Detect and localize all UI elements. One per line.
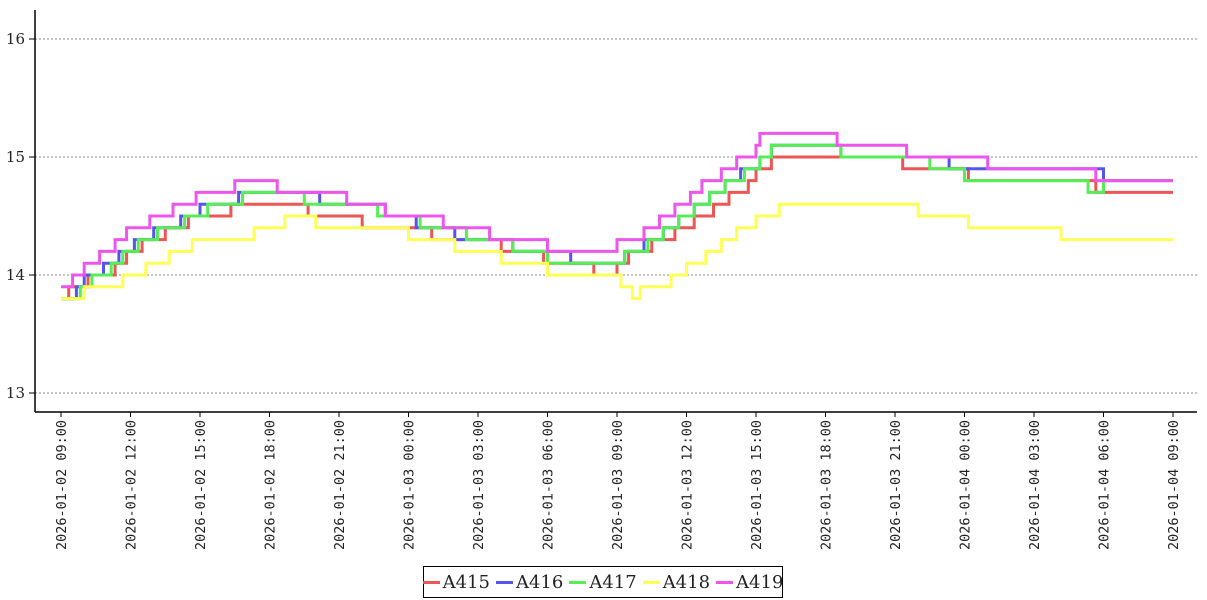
series-line-a419 <box>61 131 1173 289</box>
legend-label: A419 <box>736 571 784 593</box>
x-tick-label: 2026-01-04 09:00 <box>1166 420 1182 550</box>
legend-item-a416: A416 <box>495 571 564 593</box>
chart-legend: A415 A416 A417 A418 A419 <box>422 566 783 598</box>
legend-swatch <box>569 580 587 584</box>
x-tick-label: 2026-01-03 12:00 <box>680 420 696 550</box>
x-tick-label: 2026-01-02 18:00 <box>263 420 279 550</box>
y-tick-label: 13 <box>6 384 25 402</box>
series-line-a415 <box>61 155 1173 301</box>
legend-swatch <box>716 580 734 584</box>
chart-axes <box>34 10 1197 413</box>
x-tick-label: 2026-01-02 15:00 <box>193 420 209 550</box>
legend-item-a415: A415 <box>422 571 490 593</box>
x-tick-label: 2026-01-03 06:00 <box>541 420 557 550</box>
series-line-a418 <box>61 202 1173 301</box>
legend-label: A417 <box>589 571 637 593</box>
legend-label: A416 <box>515 571 564 593</box>
x-tick-label: 2026-01-03 03:00 <box>471 420 487 550</box>
legend-item-a417: A417 <box>569 571 637 593</box>
x-tick-label: 2026-01-03 00:00 <box>402 420 418 550</box>
legend-item-a419: A419 <box>716 572 783 593</box>
x-tick-label: 2026-01-03 21:00 <box>888 420 904 550</box>
x-tick-label: 2026-01-03 18:00 <box>819 420 835 550</box>
legend-swatch <box>422 580 440 584</box>
x-tick-label: 2026-01-02 21:00 <box>332 420 348 550</box>
grid-lines <box>35 38 1197 394</box>
legend-item-a418: A418 <box>642 571 711 593</box>
x-tick-label: 2026-01-04 06:00 <box>1097 420 1113 550</box>
x-tick-label: 2026-01-03 09:00 <box>610 420 626 550</box>
y-tick-label: 14 <box>6 266 25 284</box>
legend-swatch <box>642 580 660 584</box>
y-tick-labels: 13 14 15 16 <box>6 30 35 402</box>
legend-label: A415 <box>442 571 490 593</box>
line-chart: 13 14 15 16 2026-01-02 09:00 2026-01-02 12:0… <box>6 10 1197 550</box>
y-tick-label: 15 <box>6 148 25 166</box>
x-tick-label: 2026-01-04 00:00 <box>958 420 974 550</box>
y-tick-label: 16 <box>6 30 25 48</box>
x-tick-label: 2026-01-02 09:00 <box>54 420 70 550</box>
x-tick-label: 2026-01-03 15:00 <box>749 420 765 550</box>
series-lines <box>61 131 1173 301</box>
x-tick-labels: 2026-01-02 09:00 2026-01-02 12:00 2026-01-… <box>54 412 1182 550</box>
legend-label: A418 <box>662 571 711 593</box>
legend-swatch <box>495 580 513 584</box>
x-tick-label: 2026-01-04 03:00 <box>1027 420 1043 550</box>
x-tick-label: 2026-01-02 12:00 <box>124 420 140 550</box>
